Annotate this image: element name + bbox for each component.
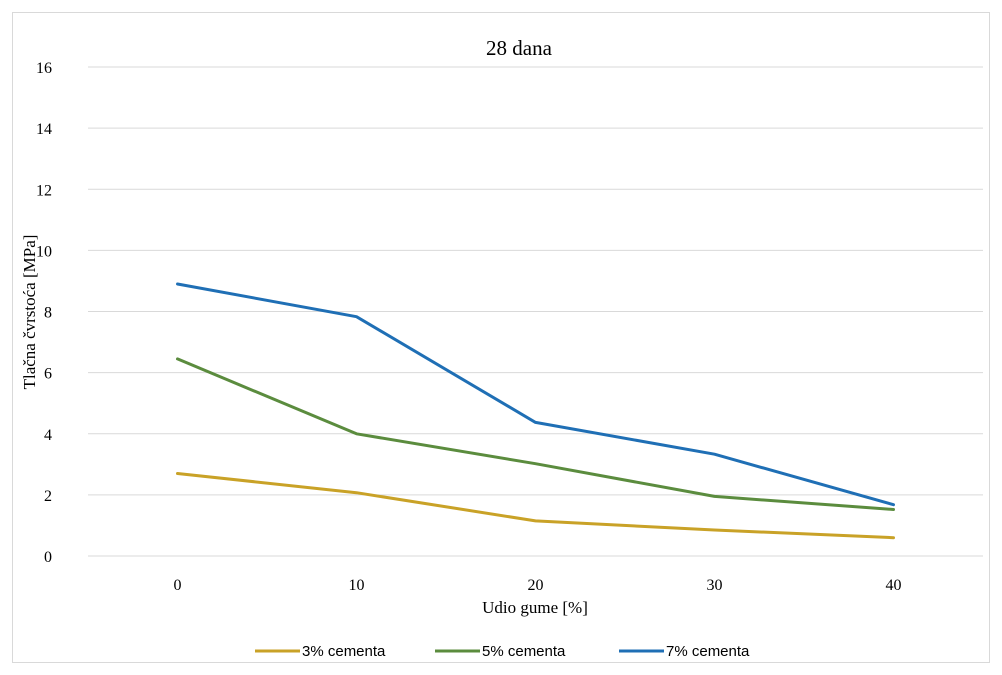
y-tick-label: 0 [44, 549, 52, 566]
data-point [534, 421, 537, 424]
y-tick-label: 2 [44, 488, 52, 505]
y-axis-ticks: 0 2 4 6 8 10 12 14 16 [36, 60, 52, 566]
series-line-1 [176, 472, 895, 540]
y-tick-label: 16 [36, 60, 52, 77]
legend: 3% cementa 5% cementa 7% cementa [255, 643, 750, 660]
y-tick-label: 4 [44, 427, 52, 444]
data-point [713, 453, 716, 456]
x-tick-label: 0 [174, 577, 182, 594]
data-point [355, 315, 358, 318]
y-tick-label: 6 [44, 366, 52, 383]
data-point [892, 503, 895, 506]
series-line-3 [176, 282, 895, 507]
x-tick-label: 20 [528, 577, 544, 594]
data-point [713, 495, 716, 498]
data-point [534, 462, 537, 465]
y-tick-label: 12 [36, 182, 52, 199]
x-tick-label: 40 [886, 577, 902, 594]
chart-title: 28 dana [486, 36, 553, 60]
x-tick-label: 30 [707, 577, 723, 594]
legend-label: 5% cementa [482, 643, 566, 660]
data-point [892, 508, 895, 511]
data-point [534, 519, 537, 522]
y-tick-label: 14 [36, 121, 52, 138]
y-axis-label: Tlačna čvrstoća [MPa] [20, 235, 39, 390]
data-point [176, 282, 179, 285]
series-line-2 [176, 357, 895, 511]
legend-label: 7% cementa [666, 643, 750, 660]
data-point [176, 357, 179, 360]
x-tick-label: 10 [349, 577, 365, 594]
legend-label: 3% cementa [302, 643, 386, 660]
x-axis-label: Udio gume [%] [482, 598, 588, 617]
data-point [176, 472, 179, 475]
y-tick-label: 8 [44, 305, 52, 322]
data-point [355, 491, 358, 494]
data-point [355, 432, 358, 435]
grid-layer [88, 66, 983, 557]
data-point [713, 529, 716, 532]
series-layer [176, 282, 895, 540]
data-point [892, 536, 895, 539]
x-axis-ticks: 0 10 20 30 40 [174, 577, 902, 594]
y-tick-label: 10 [36, 243, 52, 260]
chart-frame [12, 12, 990, 663]
